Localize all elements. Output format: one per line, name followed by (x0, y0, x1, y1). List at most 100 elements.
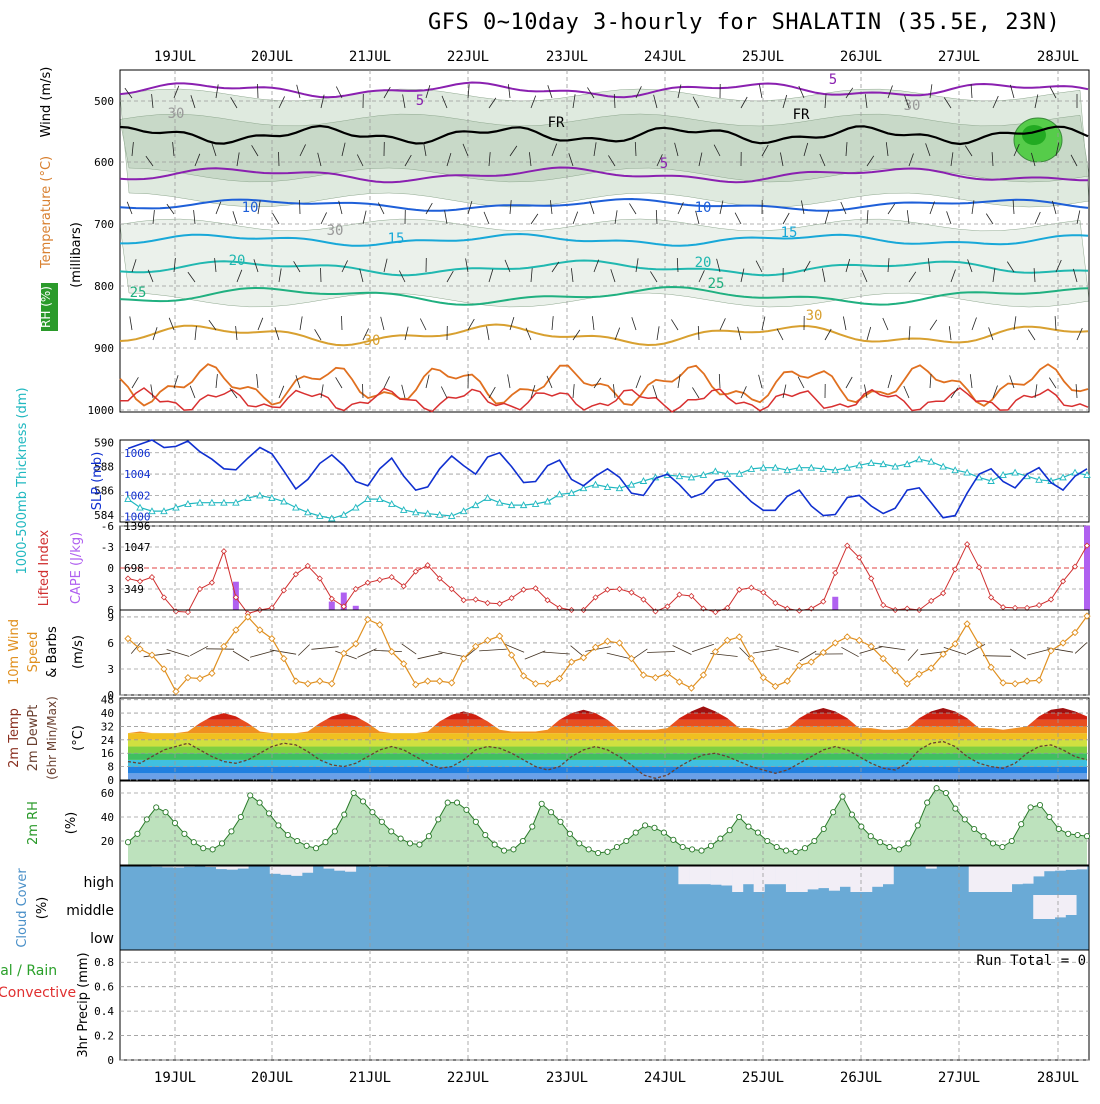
cloud-high-bar-14 (281, 866, 292, 875)
rh-point-69 (774, 844, 779, 849)
rh-point-22 (332, 829, 337, 834)
wind-barb-40 (967, 644, 985, 653)
lifted-index-point-51 (737, 587, 742, 592)
rh-point-50 (595, 850, 600, 855)
rh-point-74 (821, 826, 826, 831)
rh-point-60 (690, 847, 695, 852)
li-left-tick-0: -6 (101, 520, 114, 533)
wind-barb-25 (647, 652, 675, 653)
rh-point-46 (558, 819, 563, 824)
rh-point-92 (990, 841, 995, 846)
rh-point-93 (1000, 844, 1005, 849)
wind-speed-point-17 (329, 681, 335, 687)
rh-point-47 (567, 831, 572, 836)
wind-barb-17 (479, 649, 507, 651)
wind-barb-30 (753, 649, 779, 653)
rh-point-80 (878, 840, 883, 845)
cloud-high-bar-68 (861, 866, 872, 892)
cloud-high-bar-64 (818, 866, 829, 888)
contour-label-7: 20 (229, 253, 246, 269)
rh-point-86 (934, 786, 939, 791)
cloud-high-bar-62 (797, 866, 808, 892)
rh-point-1 (135, 831, 140, 836)
rh-point-20 (313, 846, 318, 851)
cloud-high-bar-63 (807, 866, 818, 889)
rh-point-5 (172, 820, 177, 825)
rh-point-94 (1009, 838, 1014, 843)
cloud-mid-bar-87 (1065, 895, 1076, 915)
temp-tick-16: 16 (101, 747, 114, 760)
rh-point-13 (248, 793, 253, 798)
li-right-tick-3: 349 (124, 583, 144, 596)
cloud-high-bar-19 (334, 866, 345, 871)
temp-color-band-7 (120, 733, 1089, 740)
slp-frame (120, 440, 1089, 522)
rh-point-87 (943, 790, 948, 795)
lifted-index-point-76 (1037, 603, 1042, 608)
cloud-mid-bar-85 (1044, 895, 1055, 919)
date-label-top-24JUL: 24JUL (644, 49, 686, 65)
li-ylabel-left: Lifted Index (37, 529, 52, 606)
upper-wind-barb-5-11 (363, 384, 364, 398)
precip-ylabel-2: Convective (0, 985, 76, 1001)
rh-point-100 (1066, 831, 1071, 836)
lifted-index-point-21 (377, 577, 382, 582)
wind-barb-13 (402, 644, 416, 654)
date-label-bottom-24JUL: 24JUL (644, 1070, 686, 1086)
chart-title: GFS 0~10day 3-hourly for SHALATIN (35.5E… (428, 10, 1060, 35)
rh-point-57 (661, 830, 666, 835)
cloud-high-bar-81 (1001, 866, 1012, 892)
slp-ylabel-right: SLP (mb) (90, 452, 105, 511)
wind-speed-point-27 (449, 680, 455, 686)
contour-label-11: 30 (364, 333, 381, 349)
temp-color-band-5 (120, 747, 1089, 754)
cloud-high-bar-85 (1044, 866, 1055, 871)
wind-tick-3: 3 (107, 663, 114, 676)
temp-tick-24: 24 (101, 734, 115, 747)
rh-point-25 (360, 799, 365, 804)
temp-ylabel-2: 2m DewPt (26, 705, 41, 772)
rh-point-89 (962, 817, 967, 822)
rh-point-10 (219, 841, 224, 846)
wind-ylabel-2: Speed (26, 632, 41, 673)
temp-color-band-9 (120, 720, 1089, 727)
rh-point-79 (868, 834, 873, 839)
slp-right-tick-0: 1006 (124, 447, 151, 460)
lifted-index-point-7 (209, 580, 214, 585)
rh-point-61 (699, 848, 704, 853)
thickness-point-29 (473, 502, 479, 508)
contour-label-5: 15 (388, 231, 405, 247)
thickness-point-23 (401, 507, 407, 513)
cloud-high-bar-54 (711, 866, 722, 885)
upper-tick-1000: 1000 (88, 404, 115, 417)
cloud-ylabel: Cloud Cover (15, 868, 30, 948)
rh-point-63 (718, 836, 723, 841)
wind-barb-20 (542, 652, 570, 654)
lifted-index-point-8 (221, 549, 226, 554)
cloud-high-bar-84 (1033, 866, 1044, 876)
cloud-high-bar-13 (270, 866, 281, 874)
cloud-high-bar-88 (1076, 866, 1087, 869)
rh-point-71 (793, 849, 798, 854)
li-left-tick-3: 3 (107, 583, 114, 596)
lifted-index-point-62 (869, 576, 874, 581)
rh-point-30 (407, 841, 412, 846)
slp-left-tick-0: 590 (94, 436, 114, 449)
wind-barb-24 (633, 649, 648, 659)
wind-barb-43 (1027, 649, 1051, 655)
wind-speed-point-24 (413, 682, 419, 688)
wind-speed-point-76 (1036, 677, 1042, 683)
wind-barb-34 (841, 647, 858, 656)
wind-tick-6: 6 (107, 637, 114, 650)
date-label-bottom-22JUL: 22JUL (447, 1070, 489, 1086)
rh-point-11 (229, 829, 234, 834)
rh-point-9 (210, 847, 215, 852)
wind-speed-point-14 (293, 678, 299, 684)
date-label-bottom-20JUL: 20JUL (251, 1070, 293, 1086)
temp-tick-40: 40 (101, 707, 114, 720)
lifted-index-point-0 (126, 576, 131, 581)
contour-label-0: 5 (416, 93, 424, 109)
wind-barb-12 (374, 650, 402, 651)
